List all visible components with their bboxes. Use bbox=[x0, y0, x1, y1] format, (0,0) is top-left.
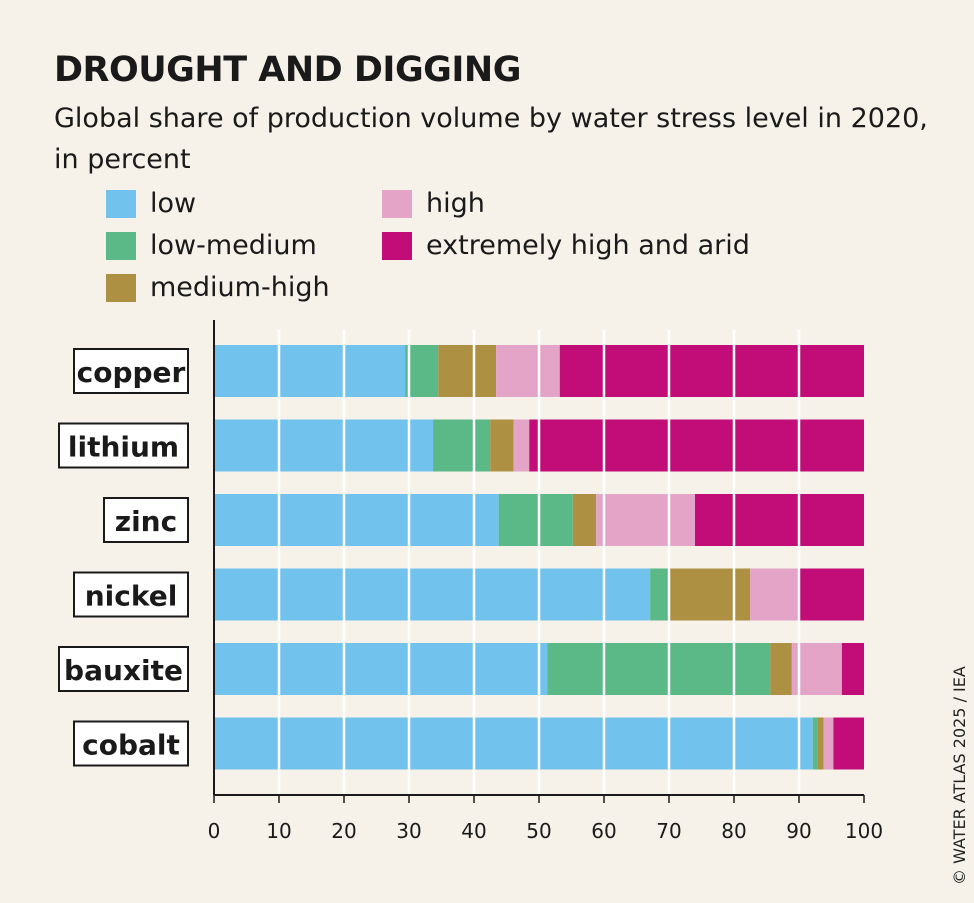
chart-subtitle: Global share of production volume by wat… bbox=[54, 103, 928, 175]
credit: © WATER ATLAS 2025 / IEA bbox=[950, 666, 969, 885]
legend-swatch bbox=[382, 189, 412, 218]
legend-item: high bbox=[382, 188, 485, 219]
bar-segment-low-medium bbox=[547, 643, 771, 695]
x-tick-label: 100 bbox=[845, 819, 883, 843]
category-label-box bbox=[58, 646, 189, 692]
category-label: lithium bbox=[68, 431, 179, 464]
category-label: nickel bbox=[85, 580, 178, 613]
bar-segment-low bbox=[214, 568, 651, 621]
legend-label: medium-high bbox=[150, 272, 330, 303]
category-label: copper bbox=[77, 356, 186, 389]
bar-segment-medium-high bbox=[770, 643, 792, 695]
legend-item: low-medium bbox=[106, 230, 317, 261]
bar-segment-extremely-high-and-arid bbox=[695, 494, 864, 546]
category-label-box bbox=[58, 422, 189, 469]
x-tick-label: 0 bbox=[208, 819, 221, 843]
chart-title: DROUGHT AND DIGGING bbox=[54, 50, 521, 90]
bar-segment-extremely-high-and-arid bbox=[529, 419, 864, 472]
bar-segment-high bbox=[596, 494, 695, 546]
x-tick-label: 30 bbox=[396, 819, 421, 843]
legend-item: low bbox=[106, 188, 196, 219]
legend-label: low bbox=[150, 188, 197, 219]
bar-segment-high bbox=[750, 568, 799, 621]
category-label-box bbox=[73, 571, 189, 618]
bar-segment-extremely-high-and-arid bbox=[833, 717, 864, 770]
bar-segment-extremely-high-and-arid bbox=[559, 345, 864, 397]
legend-label: extremely high and arid bbox=[426, 230, 750, 261]
bar-segment-low-medium bbox=[650, 568, 669, 621]
bar-segment-medium-high bbox=[817, 717, 824, 770]
legend-label: low-medium bbox=[150, 230, 317, 261]
x-tick-label: 50 bbox=[526, 819, 551, 843]
bar-segment-extremely-high-and-arid bbox=[841, 643, 864, 695]
bar-segment-high bbox=[823, 717, 834, 770]
bar-segment-medium-high bbox=[668, 568, 751, 621]
x-tick-label: 70 bbox=[656, 819, 681, 843]
bar-segment-low-medium bbox=[498, 494, 573, 546]
bar-segment-medium-high bbox=[572, 494, 597, 546]
legend-swatch bbox=[106, 273, 136, 302]
category-label: zinc bbox=[115, 505, 177, 538]
bar-segment-low bbox=[214, 717, 813, 770]
bar-segment-medium-high bbox=[438, 345, 497, 397]
legend-swatch bbox=[382, 231, 412, 260]
x-tick-label: 10 bbox=[266, 819, 291, 843]
bar-segment-high bbox=[496, 345, 560, 397]
bar-segment-low bbox=[214, 419, 434, 472]
legend-swatch bbox=[106, 231, 136, 260]
category-label: bauxite bbox=[64, 654, 183, 687]
x-tick-label: 60 bbox=[591, 819, 616, 843]
bar-segment-low-medium bbox=[405, 345, 439, 397]
bar-segment-low bbox=[214, 643, 548, 695]
category-label-box bbox=[103, 497, 189, 543]
category-label: cobalt bbox=[82, 729, 180, 762]
x-tick-label: 20 bbox=[331, 819, 356, 843]
bar-segment-low bbox=[214, 494, 499, 546]
x-tick-label: 90 bbox=[786, 819, 811, 843]
bar-segment-extremely-high-and-arid bbox=[799, 568, 864, 621]
bar-segment-low-medium bbox=[433, 419, 491, 472]
legend-label: high bbox=[426, 188, 485, 219]
category-label-box bbox=[73, 348, 189, 394]
bar-segment-low-medium bbox=[812, 717, 818, 770]
bar-segment-low bbox=[214, 345, 406, 397]
legend-swatch bbox=[106, 189, 136, 218]
x-tick-label: 40 bbox=[461, 819, 486, 843]
category-label-box bbox=[73, 720, 189, 767]
legend-item: extremely high and arid bbox=[382, 230, 750, 261]
legend-item: medium-high bbox=[106, 272, 330, 303]
bar-segment-high bbox=[513, 419, 530, 472]
x-tick-label: 80 bbox=[721, 819, 746, 843]
bar-segment-medium-high bbox=[490, 419, 514, 472]
